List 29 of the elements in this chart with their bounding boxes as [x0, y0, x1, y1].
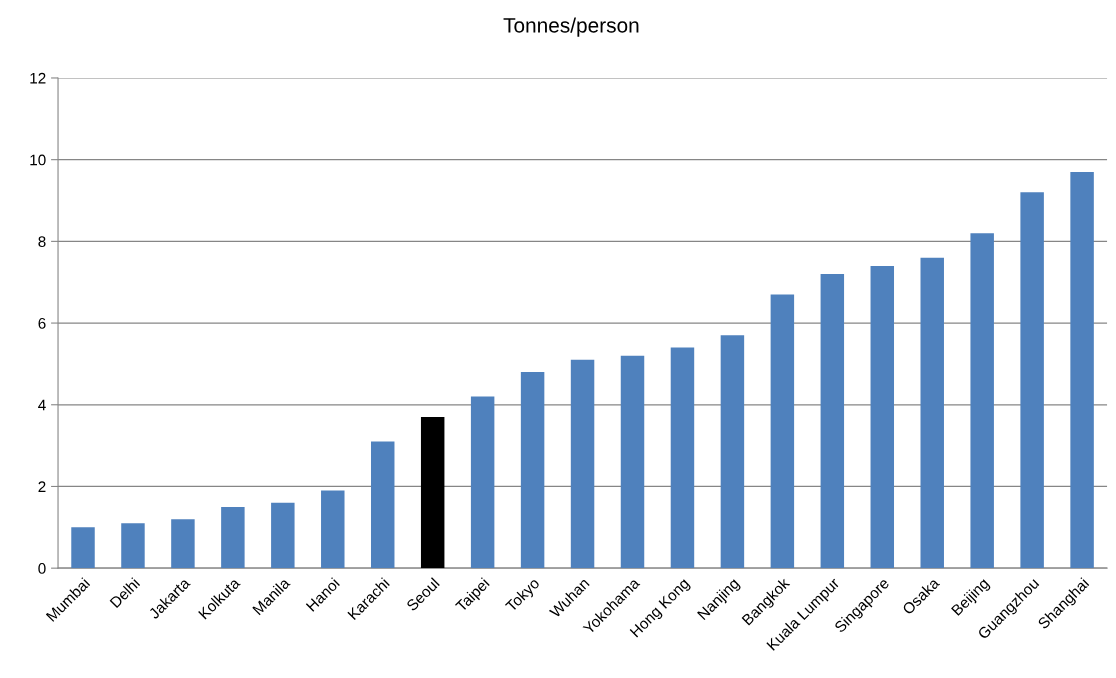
y-tick-label: 2: [38, 481, 46, 492]
y-tick-label: 12: [30, 72, 46, 84]
bar: [570, 359, 595, 569]
bar: [1020, 192, 1044, 569]
bar: [870, 265, 895, 569]
bar: [371, 441, 395, 569]
bar: [420, 417, 445, 569]
bar: [620, 355, 645, 569]
bar: [321, 490, 345, 569]
y-tick-label: 4: [38, 399, 46, 411]
bar: [121, 523, 145, 569]
y-tick-label: 6: [38, 317, 46, 329]
bar: [720, 335, 745, 569]
bar: [820, 274, 845, 569]
bar: [221, 506, 245, 569]
bar: [171, 519, 195, 569]
bar: [71, 527, 95, 569]
y-tick-label: 10: [30, 154, 46, 166]
bar: [271, 502, 295, 569]
bar: [670, 347, 695, 569]
bar: [970, 233, 994, 569]
bar: [1070, 171, 1094, 569]
y-tick-label: 8: [38, 236, 46, 248]
chart-title: Tonnes/person: [503, 17, 639, 37]
bar: [520, 372, 545, 569]
bar: [770, 294, 795, 569]
bar: [920, 257, 944, 569]
bar: [470, 396, 495, 569]
y-tick-label: 0: [38, 563, 46, 574]
